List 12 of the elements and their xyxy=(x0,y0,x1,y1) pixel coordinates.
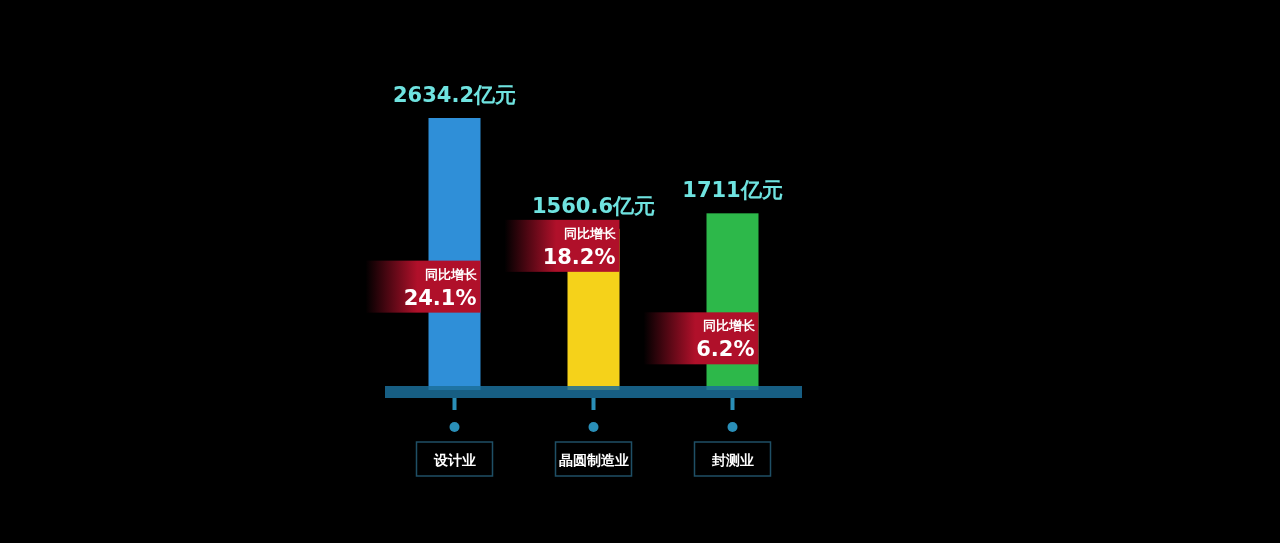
annotation: 同比增长 18.2% xyxy=(504,219,620,272)
annotation: 同比增长 6.2% xyxy=(696,318,756,362)
data-label: 2634.2亿元 xyxy=(392,83,517,107)
data-label: 1560.6亿元 xyxy=(531,193,656,218)
annotation: 同比增长 18.2% xyxy=(542,225,617,269)
x-tick-label: 晶圆制造业 xyxy=(558,452,629,468)
annotation: 同比增长 6.2% xyxy=(643,312,759,365)
annotation: 同比增长 24.1% xyxy=(403,266,478,310)
x-tick-label: 封测业 xyxy=(710,452,754,468)
x-tick-label: 设计业 xyxy=(432,452,476,468)
data-label: 1711亿元 xyxy=(682,178,783,203)
annotation: 同比增长 24.1% xyxy=(365,260,481,313)
